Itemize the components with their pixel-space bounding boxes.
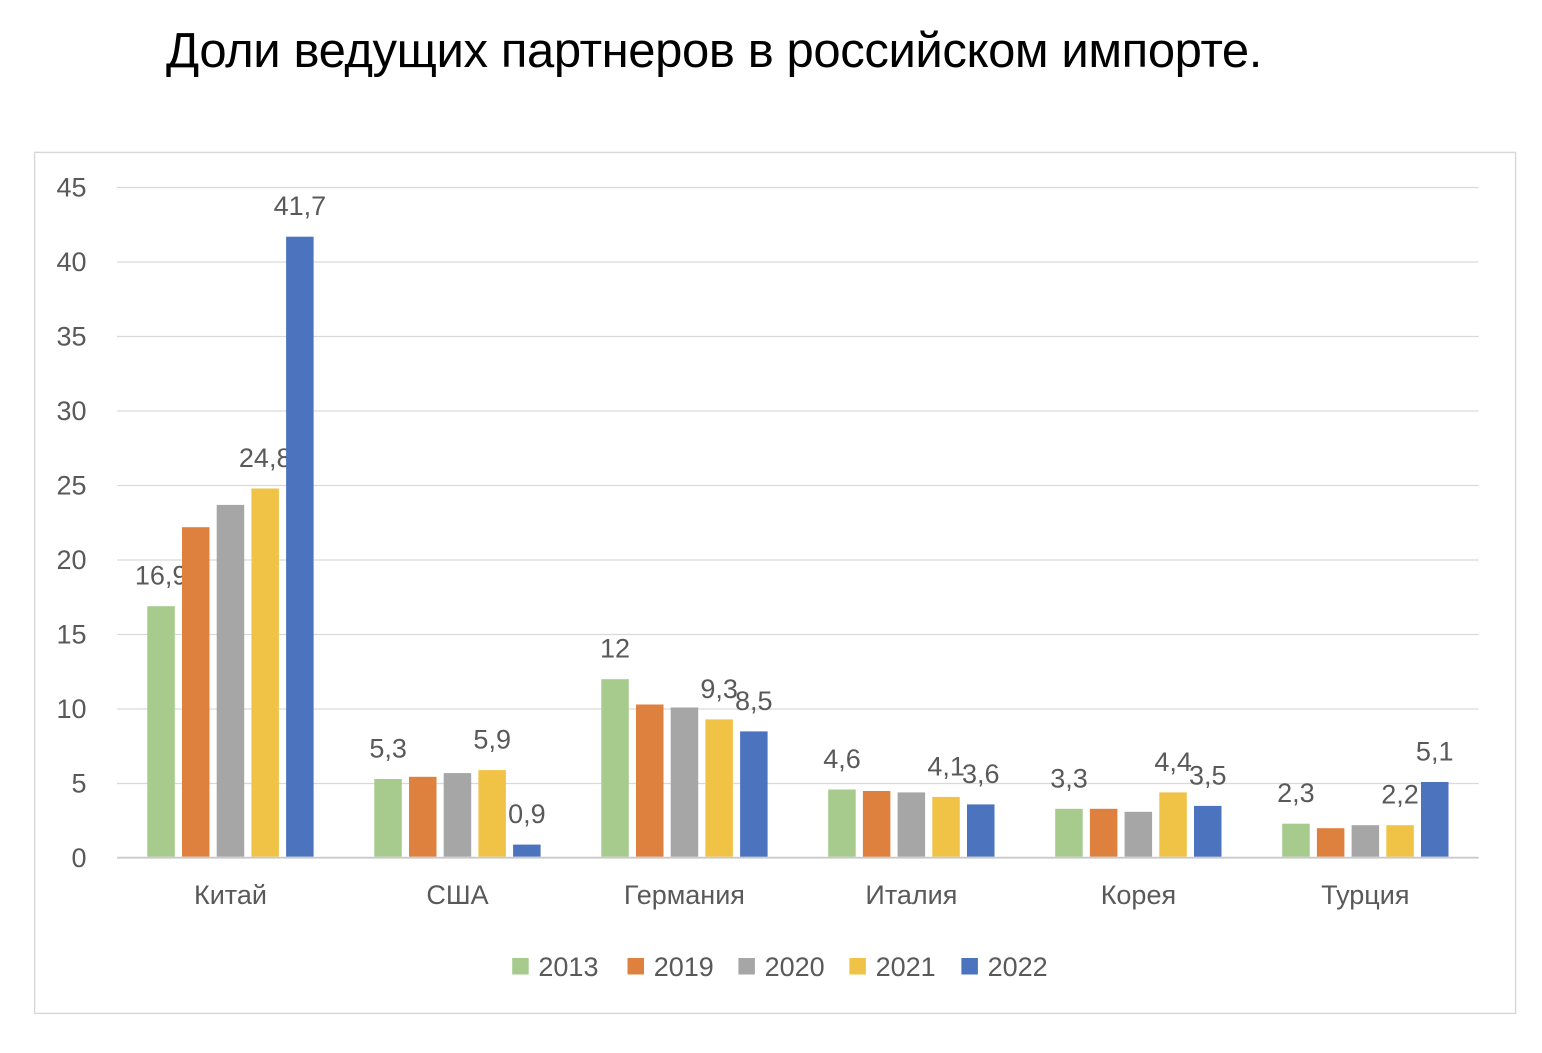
svg-text:5,9: 5,9 bbox=[473, 725, 511, 755]
svg-text:45: 45 bbox=[56, 173, 86, 203]
svg-text:Италия: Италия bbox=[865, 880, 957, 910]
svg-text:0,9: 0,9 bbox=[508, 799, 546, 829]
svg-text:Турция: Турция bbox=[1321, 880, 1409, 910]
svg-text:12: 12 bbox=[600, 634, 630, 664]
svg-text:10: 10 bbox=[56, 694, 86, 724]
svg-text:5,1: 5,1 bbox=[1416, 737, 1454, 767]
svg-text:4,6: 4,6 bbox=[823, 744, 861, 774]
svg-text:16,9: 16,9 bbox=[135, 561, 188, 591]
svg-text:24,8: 24,8 bbox=[239, 443, 292, 473]
svg-text:2020: 2020 bbox=[765, 952, 825, 982]
svg-text:35: 35 bbox=[56, 322, 86, 352]
svg-text:2021: 2021 bbox=[876, 952, 936, 982]
svg-text:2019: 2019 bbox=[654, 952, 714, 982]
svg-text:США: США bbox=[426, 880, 488, 910]
svg-text:8,5: 8,5 bbox=[735, 686, 773, 716]
svg-text:Доли ведущих партнеров в росси: Доли ведущих партнеров в российском импо… bbox=[166, 24, 1262, 78]
svg-text:9,3: 9,3 bbox=[700, 674, 738, 704]
svg-text:2,2: 2,2 bbox=[1381, 780, 1419, 810]
svg-text:20: 20 bbox=[56, 545, 86, 575]
svg-text:3,6: 3,6 bbox=[962, 759, 1000, 789]
svg-text:5: 5 bbox=[71, 769, 86, 799]
svg-text:Корея: Корея bbox=[1101, 880, 1176, 910]
svg-text:40: 40 bbox=[56, 247, 86, 277]
svg-text:41,7: 41,7 bbox=[274, 191, 327, 221]
svg-text:3,3: 3,3 bbox=[1050, 763, 1088, 793]
svg-text:2013: 2013 bbox=[538, 952, 598, 982]
svg-text:5,3: 5,3 bbox=[369, 734, 407, 764]
svg-text:4,4: 4,4 bbox=[1154, 747, 1192, 777]
svg-text:2,3: 2,3 bbox=[1277, 778, 1315, 808]
svg-text:25: 25 bbox=[56, 471, 86, 501]
svg-text:15: 15 bbox=[56, 620, 86, 650]
svg-text:4,1: 4,1 bbox=[927, 751, 965, 781]
svg-text:2022: 2022 bbox=[988, 952, 1048, 982]
svg-text:3,5: 3,5 bbox=[1189, 760, 1227, 790]
svg-text:30: 30 bbox=[56, 396, 86, 426]
svg-text:Китай: Китай bbox=[194, 880, 267, 910]
svg-text:0: 0 bbox=[71, 843, 86, 873]
svg-text:Германия: Германия bbox=[624, 880, 745, 910]
